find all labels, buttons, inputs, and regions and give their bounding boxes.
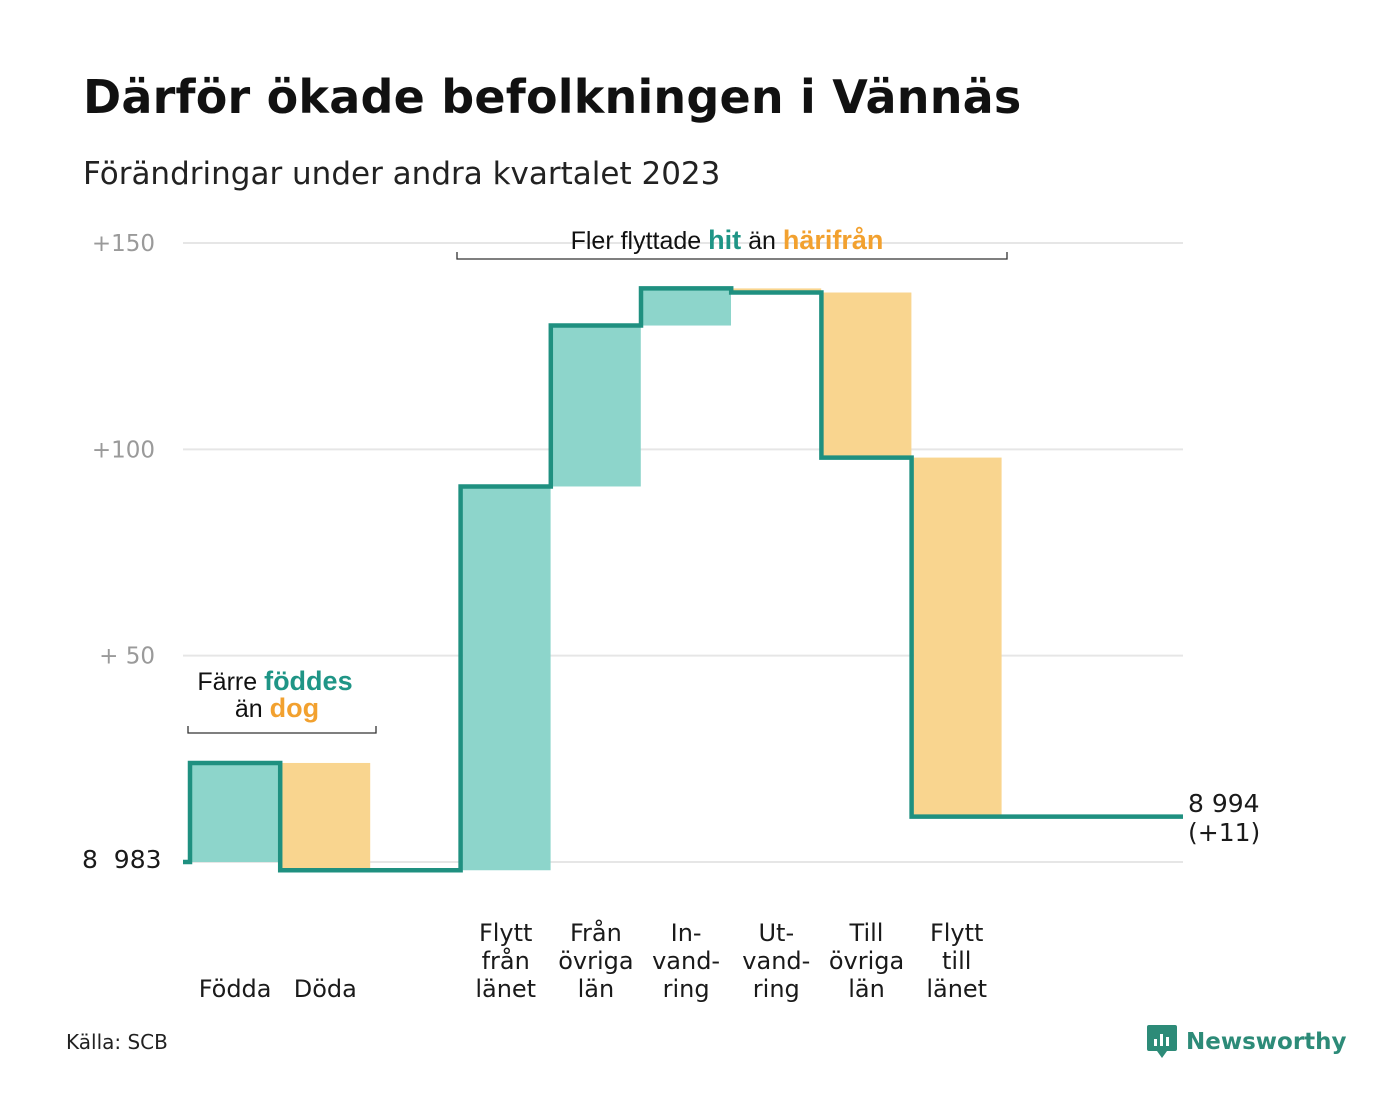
y-tick-label-150: +150 (92, 231, 155, 257)
source-note: Källa: SCB (66, 1030, 168, 1054)
births-annotation-line1: Färre föddes (197, 666, 352, 696)
step-line-layer (183, 286, 1183, 873)
category-label-till-övriga-län: Till övriga län (829, 919, 904, 1003)
bar-döda (282, 762, 371, 871)
y-tick-label-50: + 50 (99, 644, 155, 670)
migration-annotation-text: Fler flyttade hit än härifrån (571, 225, 884, 255)
bar-från-övriga-län (552, 325, 641, 487)
births-annotation-line2: än dog (235, 693, 319, 723)
migration-annotation-highlight-hit: hit (708, 225, 741, 255)
category-label-döda: Döda (294, 975, 357, 1003)
births-annotation-highlight-born: föddes (264, 666, 353, 696)
category-label-flytt-till-länet: Flytt till länet (926, 919, 987, 1003)
chart-subtitle: Förändringar under andra kvartalet 2023 (83, 156, 721, 192)
chart-title: Därför ökade befolkningen i Vännäs (83, 70, 1022, 124)
end-change-label: (+11) (1188, 818, 1260, 847)
bars (192, 288, 1002, 871)
migration-annotation-bracket (456, 252, 1008, 260)
y-axis-ticks: +150 +100 + 50 (92, 231, 155, 670)
end-value-label: 8 994 (1188, 789, 1260, 818)
migration-annotation: Fler flyttade hit än härifrån (456, 225, 1008, 260)
bar-flytt-från-länet (462, 486, 551, 871)
migration-annotation-highlight-harifran: härifrån (783, 225, 884, 255)
bar-till-övriga-län (823, 292, 912, 458)
category-label-in--vand--ring: In-vand-ring (652, 919, 720, 1003)
category-label-ut--vand--ring: Ut-vand-ring (742, 919, 810, 1003)
cumulative-step-line (183, 286, 1183, 873)
bar-in--vand--ring (643, 288, 731, 326)
births-annotation: Färre föddes än dog (187, 666, 377, 734)
value-labels: 8 983 8 994 (+11) (82, 789, 1260, 874)
brand-name: Newsworthy (1186, 1029, 1347, 1055)
y-tick-label-100: +100 (92, 437, 155, 463)
bar-flytt-till-länet (913, 457, 1002, 817)
newsworthy-logo: Newsworthy (1146, 1023, 1347, 1061)
births-annotation-highlight-died: dog (270, 693, 319, 723)
category-labels: Födda Döda Flytt från länet Från övriga län In-v… (199, 918, 987, 1003)
bar-födda (192, 762, 280, 862)
births-annotation-bracket (187, 726, 377, 734)
newsworthy-logo-icon (1147, 1025, 1177, 1058)
start-value-label: 8 983 (82, 845, 162, 874)
category-label-födda: Födda (199, 975, 272, 1003)
category-label-från-övriga-län: Från övriga län (558, 918, 633, 1003)
category-label-flytt-från-länet: Flytt från länet (475, 919, 536, 1003)
